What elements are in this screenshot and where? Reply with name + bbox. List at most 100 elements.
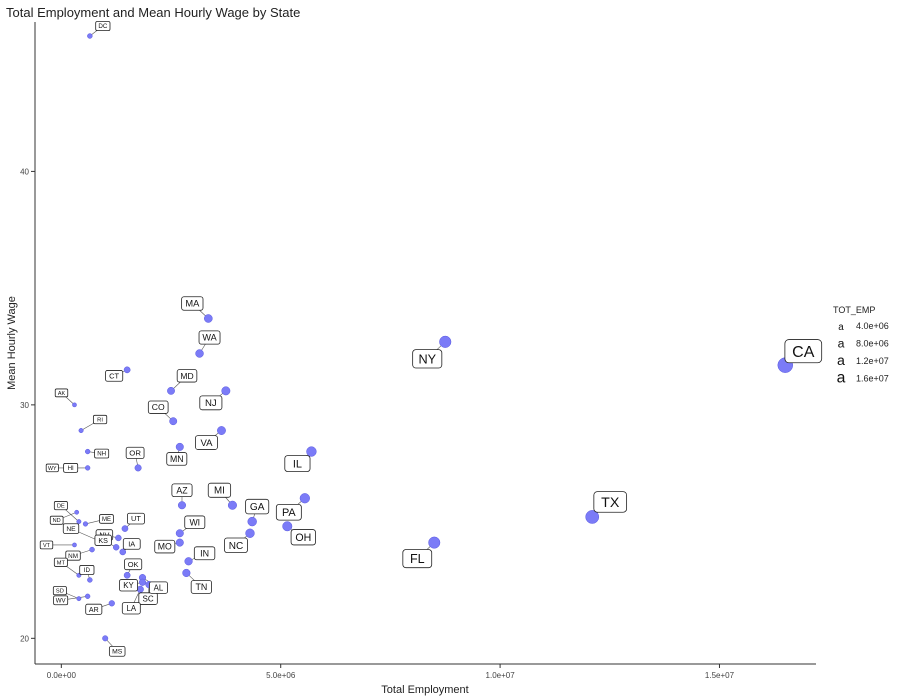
label-box [149, 581, 168, 594]
data-point-or [134, 464, 142, 472]
legend-entry: 4.0e+06 [856, 321, 889, 331]
data-point-me [82, 521, 89, 527]
label-box [176, 369, 198, 383]
label-box [108, 645, 126, 657]
data-label-tx: TX [601, 495, 620, 511]
label-box [171, 483, 193, 498]
label-box [245, 498, 270, 515]
data-point-nv [115, 534, 122, 542]
data-point-ny [439, 335, 452, 348]
data-label-ar: AR [89, 607, 99, 614]
legend-entry: 8.0e+06 [856, 339, 889, 349]
label-box [207, 482, 232, 498]
data-point-vt [72, 542, 77, 548]
data-point-ky [138, 578, 147, 586]
legend-entry: 1.2e+07 [856, 356, 889, 366]
label-box [94, 534, 112, 546]
data-label-pa: PA [282, 507, 296, 519]
data-point-ga [247, 516, 257, 527]
x-tick-label: 1.0e+07 [486, 671, 516, 680]
data-point-ma [204, 314, 213, 323]
y-tick-label: 40 [20, 167, 29, 176]
data-label-de: DE [57, 504, 65, 510]
data-point-co [169, 417, 178, 426]
label-box [62, 523, 80, 534]
label-box [63, 463, 79, 473]
data-label-az: AZ [176, 485, 188, 495]
label-box [402, 549, 433, 569]
data-label-ks: KS [98, 537, 108, 545]
y-tick-label: 30 [20, 401, 29, 410]
label-box [85, 603, 103, 615]
data-point-mn [175, 442, 184, 451]
data-point-mo [175, 538, 184, 547]
data-point-nh [85, 448, 91, 455]
y-tick-label: 20 [20, 634, 29, 643]
label-box [121, 602, 141, 615]
label-box [181, 296, 204, 311]
x-tick-label: 0.0e+00 [47, 671, 77, 680]
data-point-wv [85, 593, 91, 599]
data-label-nj: NJ [205, 398, 217, 409]
data-point-tn [182, 568, 191, 578]
data-point-ri [78, 428, 84, 434]
label-box [127, 512, 145, 525]
data-point-ar [108, 600, 115, 607]
data-label-il: IL [293, 458, 302, 470]
data-label-nd: ND [53, 518, 61, 524]
label-box [53, 557, 68, 567]
label-box [290, 529, 316, 546]
data-label-hi: HI [68, 465, 74, 472]
data-point-id [87, 577, 93, 583]
data-point-ct [123, 366, 131, 374]
label-box [275, 503, 302, 521]
data-point-fl [428, 536, 441, 549]
data-label-co: CO [152, 402, 165, 412]
data-label-ms: MS [112, 649, 123, 656]
data-label-me: ME [102, 517, 111, 523]
data-label-ne: NE [66, 526, 76, 533]
data-label-ny: NY [418, 352, 436, 366]
label-box [184, 515, 206, 529]
label-box [79, 565, 95, 575]
label-box [53, 595, 69, 606]
data-point-il [306, 446, 317, 457]
label-box [199, 395, 223, 411]
label-box [784, 339, 823, 364]
label-box [190, 580, 212, 594]
label-box [125, 446, 145, 459]
data-point-ok [123, 571, 131, 579]
label-box [105, 370, 124, 382]
label-box [138, 592, 158, 605]
data-point-de [76, 519, 82, 525]
legend-glyph: a [838, 322, 844, 333]
data-label-ky: KY [123, 581, 134, 590]
data-label-mt: MT [57, 560, 66, 566]
label-box [198, 330, 221, 345]
data-label-vt: VT [43, 543, 51, 549]
x-axis-title: Total Employment [381, 684, 468, 696]
label-box [124, 558, 143, 571]
data-label-wa: WA [202, 333, 217, 343]
data-point-in [184, 557, 193, 566]
data-label-mi: MI [214, 486, 225, 497]
x-tick-label: 5.0e+06 [266, 671, 296, 680]
data-point-ak [72, 402, 77, 408]
data-label-ct: CT [109, 371, 119, 380]
label-box [224, 537, 248, 553]
label-box [147, 400, 169, 414]
data-label-wv: WV [56, 597, 67, 604]
data-label-va: VA [200, 438, 213, 449]
label-box [53, 501, 68, 511]
data-label-nc: NC [229, 541, 243, 552]
chart-title: Total Employment and Mean Hourly Wage by… [6, 5, 300, 20]
data-point-wa [195, 349, 204, 358]
data-point-sd [76, 596, 82, 602]
label-box [154, 539, 176, 554]
ticks: 0.0e+00 5.0e+06 1.0e+07 1.5e+07 20 30 40 [20, 167, 734, 680]
label-box [65, 550, 81, 561]
data-label-ri: RI [97, 418, 103, 424]
legend-title: TOT_EMP [833, 305, 875, 315]
label-box [95, 21, 111, 31]
label-box [52, 586, 67, 596]
